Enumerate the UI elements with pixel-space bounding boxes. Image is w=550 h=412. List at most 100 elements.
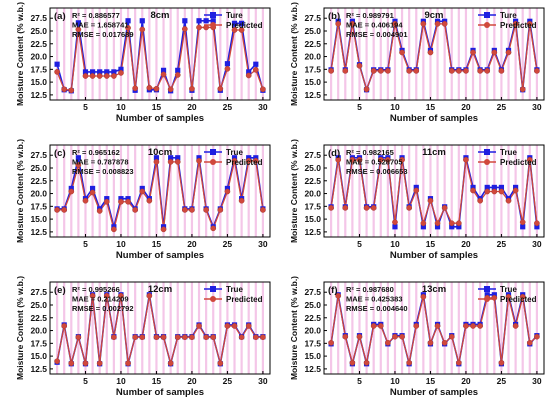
y-tick-label: 15.0 bbox=[304, 214, 321, 224]
stat-line: MAE = 0.425383 bbox=[346, 295, 403, 304]
y-tick-label: 17.5 bbox=[304, 64, 321, 74]
data-point-square bbox=[153, 155, 160, 161]
data-point-circle bbox=[463, 68, 469, 74]
data-point-circle bbox=[392, 333, 398, 340]
y-axis-label: Moisture Content (% w.b.) bbox=[15, 139, 25, 243]
data-point-square bbox=[498, 184, 505, 191]
data-point-circle bbox=[356, 156, 363, 163]
data-point-circle bbox=[377, 68, 384, 74]
data-point-square bbox=[75, 20, 81, 26]
legend-marker bbox=[210, 149, 216, 155]
data-point-circle bbox=[512, 187, 519, 194]
legend-marker bbox=[484, 286, 490, 292]
data-point-square bbox=[104, 69, 110, 75]
data-point-circle bbox=[356, 62, 363, 69]
y-tick-label: 17.5 bbox=[304, 338, 321, 348]
data-point-square bbox=[491, 184, 497, 191]
y-axis-label: Moisture Content (% w.b.) bbox=[15, 2, 25, 106]
data-point-circle bbox=[463, 156, 469, 163]
data-point-circle bbox=[328, 339, 334, 346]
data-point-square bbox=[392, 224, 398, 230]
x-tick-label: 20 bbox=[461, 376, 471, 386]
legend-marker bbox=[484, 296, 490, 302]
data-point-circle bbox=[196, 323, 202, 329]
data-point-circle bbox=[470, 187, 476, 194]
chart-panel: 12.5 15.0 17.5 20.0 22.5 25.0 27.5 5 10 15 20 25 30 N… bbox=[15, 276, 271, 398]
data-point-circle bbox=[399, 156, 405, 163]
data-point-circle bbox=[526, 156, 533, 163]
x-tick-label: 30 bbox=[532, 239, 542, 249]
data-point-circle bbox=[526, 20, 533, 27]
data-point-circle bbox=[505, 293, 512, 300]
y-tick-label: 25.0 bbox=[304, 163, 321, 173]
legend-marker bbox=[484, 12, 490, 18]
x-tick-label: 5 bbox=[357, 376, 362, 386]
x-tick-label: 10 bbox=[390, 239, 400, 249]
data-point-circle bbox=[125, 25, 131, 31]
data-point-square bbox=[175, 67, 181, 73]
legend-label: Predicted bbox=[226, 295, 263, 304]
data-point-circle bbox=[75, 162, 82, 168]
chart-panel: 12.5 15.0 17.5 20.0 22.5 25.0 27.5 5 10 15 20 25 30 N… bbox=[15, 139, 271, 261]
data-point-circle bbox=[342, 205, 349, 211]
data-point-circle bbox=[146, 292, 153, 299]
data-point-circle bbox=[139, 26, 146, 33]
data-point-square bbox=[246, 69, 252, 75]
data-point-square bbox=[82, 69, 89, 75]
y-tick-label: 17.5 bbox=[30, 338, 47, 348]
y-axis-label: Moisture Content (% w.b.) bbox=[289, 2, 299, 106]
panel-title: 11cm bbox=[422, 147, 446, 158]
legend-marker bbox=[210, 296, 216, 302]
data-point-circle bbox=[153, 334, 160, 341]
data-point-circle bbox=[427, 197, 434, 204]
legend-label: Ture bbox=[500, 11, 517, 20]
data-point-circle bbox=[174, 334, 181, 341]
x-tick-label: 20 bbox=[187, 239, 197, 249]
data-point-square bbox=[168, 155, 174, 161]
data-point-circle bbox=[217, 207, 224, 213]
data-point-square bbox=[125, 18, 131, 24]
y-tick-label: 27.5 bbox=[304, 150, 321, 160]
data-point-square bbox=[470, 184, 476, 191]
y-tick-label: 15.0 bbox=[30, 351, 47, 361]
y-tick-label: 22.5 bbox=[304, 176, 321, 186]
y-tick-label: 27.5 bbox=[304, 13, 321, 23]
data-point-circle bbox=[181, 207, 188, 213]
data-point-circle bbox=[61, 86, 68, 93]
x-tick-label: 20 bbox=[187, 102, 197, 112]
x-tick-label: 30 bbox=[258, 239, 268, 249]
x-tick-label: 15 bbox=[426, 376, 436, 386]
data-point-circle bbox=[132, 334, 139, 341]
data-point-circle bbox=[328, 68, 334, 74]
data-point-square bbox=[75, 155, 81, 161]
panel-label: (f) bbox=[328, 285, 338, 296]
stat-line: R² = 0.965162 bbox=[72, 148, 120, 157]
data-point-circle bbox=[498, 68, 505, 74]
x-tick-label: 30 bbox=[532, 376, 542, 386]
data-point-circle bbox=[335, 292, 342, 299]
data-point-circle bbox=[413, 323, 420, 329]
data-point-circle bbox=[245, 72, 252, 79]
panel-title: 13cm bbox=[422, 284, 446, 295]
y-tick-label: 12.5 bbox=[30, 364, 47, 374]
data-point-square bbox=[484, 292, 490, 298]
data-point-circle bbox=[203, 207, 209, 213]
plot-frame bbox=[49, 281, 271, 375]
legend-marker bbox=[210, 22, 216, 28]
y-tick-label: 25.0 bbox=[30, 26, 47, 36]
x-tick-label: 15 bbox=[426, 102, 436, 112]
legend-label: True bbox=[500, 285, 517, 294]
data-point-circle bbox=[491, 49, 498, 56]
y-axis-label: Moisture Content (% w.b.) bbox=[289, 276, 299, 380]
data-point-circle bbox=[68, 87, 75, 94]
panel-title: 12cm bbox=[148, 284, 172, 295]
y-tick-label: 12.5 bbox=[304, 90, 321, 100]
data-point-circle bbox=[210, 225, 217, 232]
data-point-circle bbox=[399, 333, 405, 340]
x-tick-label: 25 bbox=[223, 239, 233, 249]
data-point-square bbox=[118, 66, 124, 72]
data-point-circle bbox=[125, 360, 131, 367]
data-point-circle bbox=[167, 159, 174, 165]
data-point-circle bbox=[82, 197, 89, 204]
legend-label: Predicted bbox=[226, 158, 263, 167]
